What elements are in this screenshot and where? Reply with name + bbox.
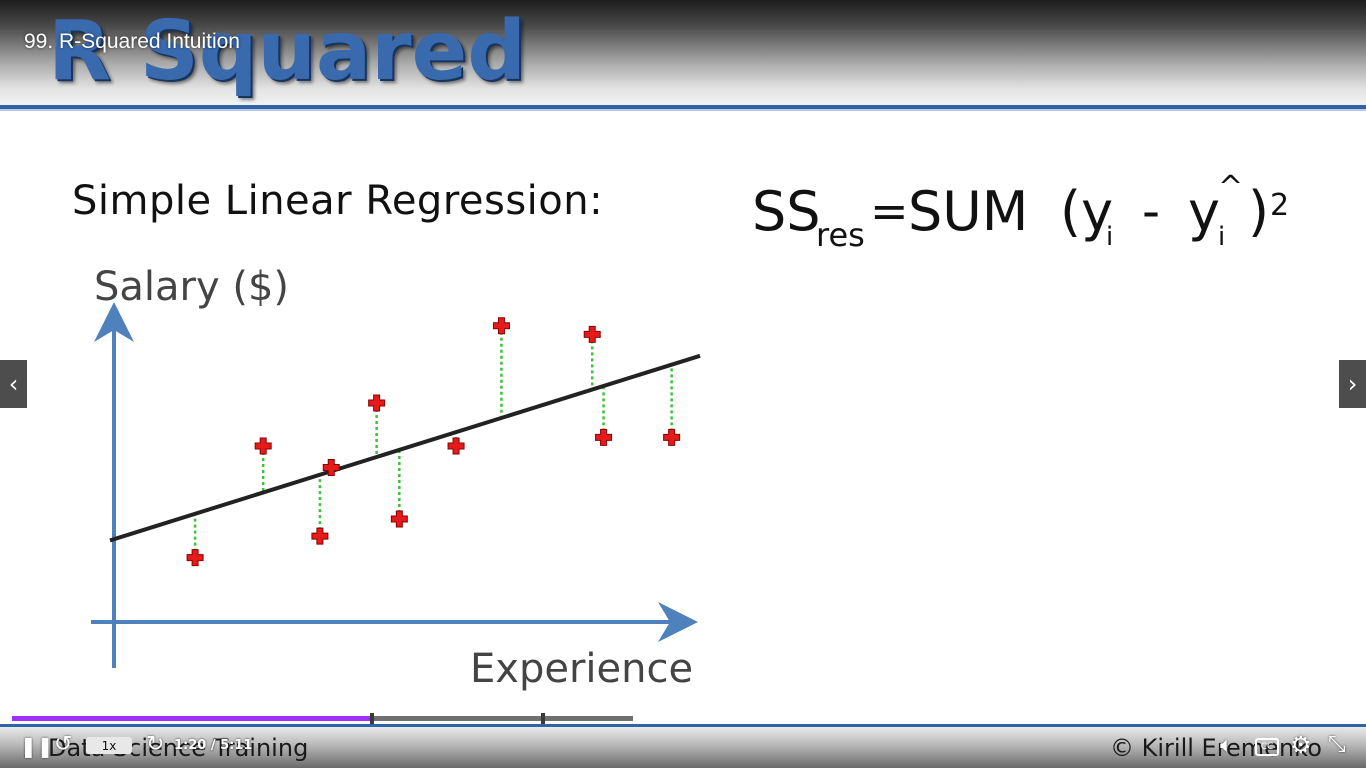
player-control-bar (0, 727, 1366, 768)
chapter-marker (540, 713, 545, 725)
data-point (595, 428, 613, 446)
regression-line (109, 353, 701, 543)
formula-equals: = (870, 184, 909, 238)
chevron-left-icon: ‹ (8, 370, 19, 398)
data-point (583, 325, 601, 343)
data-point (322, 458, 340, 476)
data-point (311, 527, 329, 545)
formula-res-subscript: res (816, 216, 865, 254)
progress-fill (12, 716, 373, 721)
next-slide-button[interactable]: › (1339, 360, 1366, 408)
slide-banner (0, 0, 1366, 105)
chapter-marker (370, 713, 375, 725)
footer-divider (0, 724, 1366, 727)
footer-copyright: © Kirill Eremenko (1110, 734, 1322, 762)
data-point (390, 510, 408, 528)
collapse-icon[interactable]: ⤡ (1328, 732, 1346, 757)
gear-icon[interactable]: ⚙ (1290, 731, 1312, 759)
slide-subtitle: Simple Linear Regression: (72, 178, 604, 224)
formula-sum: SUM (908, 180, 1029, 243)
formula-ss: SS (752, 180, 821, 243)
forward-icon[interactable]: ↻ (146, 732, 165, 757)
lesson-title: 99. R-Squared Intuition (24, 30, 240, 53)
speed-selector[interactable]: 1x (86, 737, 132, 754)
data-point (447, 437, 465, 455)
formula-i-subscript-2: i (1218, 222, 1226, 252)
cc-icon[interactable]: CC (1255, 738, 1279, 756)
data-point (368, 394, 386, 412)
data-point (186, 549, 204, 567)
x-axis-label: Experience (470, 646, 694, 692)
y-axis-label: Salary ($) (94, 264, 290, 310)
formula-close: ) (1248, 180, 1270, 243)
pause-icon[interactable]: ❚❚ (20, 734, 54, 758)
slide-heading: R Squared (48, 4, 526, 99)
formula-minus: - (1142, 182, 1161, 240)
volume-icon[interactable]: 🔈︎ (1220, 733, 1234, 758)
formula-exponent: 2 (1270, 188, 1290, 223)
data-points (186, 317, 681, 567)
banner-divider (0, 105, 1366, 109)
rewind-icon[interactable]: ↺ (54, 732, 73, 757)
formula-hat: ^ (1218, 170, 1244, 205)
formula-i-subscript: i (1106, 222, 1114, 252)
data-point (663, 428, 681, 446)
data-point (492, 317, 510, 335)
previous-slide-button[interactable]: ‹ (0, 360, 27, 408)
chevron-right-icon: › (1347, 370, 1358, 398)
data-point (254, 437, 272, 455)
banner-divider-light (0, 109, 1366, 111)
formula-y-hat: y (1188, 180, 1220, 243)
time-display: 1:20 / 5:11 (174, 738, 253, 753)
formula-open-y: (y (1060, 180, 1114, 243)
